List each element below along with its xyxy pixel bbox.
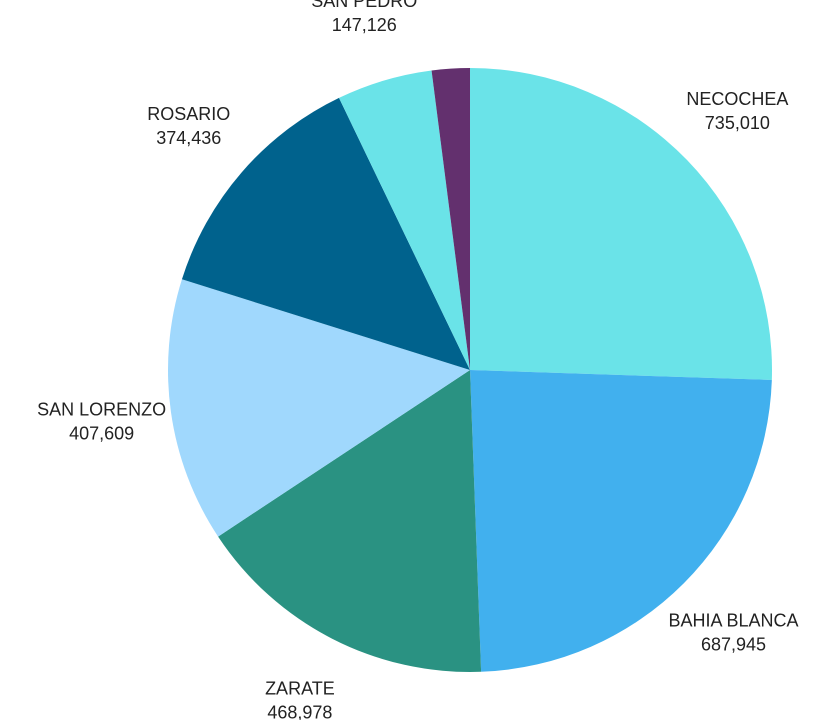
value-label: 687,945 (701, 634, 766, 654)
pie-slice (470, 68, 772, 380)
slice-label: NECOCHEA (686, 89, 788, 109)
slice-label: SAN LORENZO (37, 400, 166, 420)
pie-slice (470, 370, 772, 672)
pie-slice (218, 370, 482, 672)
slice-label: ZARATE (265, 679, 335, 699)
pie-slice (339, 70, 470, 370)
pie-slice (167, 279, 470, 537)
slice-label: BAHIA BLANCA (669, 610, 799, 630)
value-label: 735,010 (705, 113, 770, 133)
value-label: 468,978 (267, 703, 332, 720)
slice-label: SAN PEDRO (311, 0, 417, 11)
pie-slice (181, 97, 470, 370)
value-label: 374,436 (156, 128, 221, 148)
pie-slice (431, 68, 470, 370)
slice-label: ROSARIO (147, 104, 230, 124)
value-label: 407,609 (69, 424, 134, 444)
value-label: 147,126 (332, 15, 397, 35)
